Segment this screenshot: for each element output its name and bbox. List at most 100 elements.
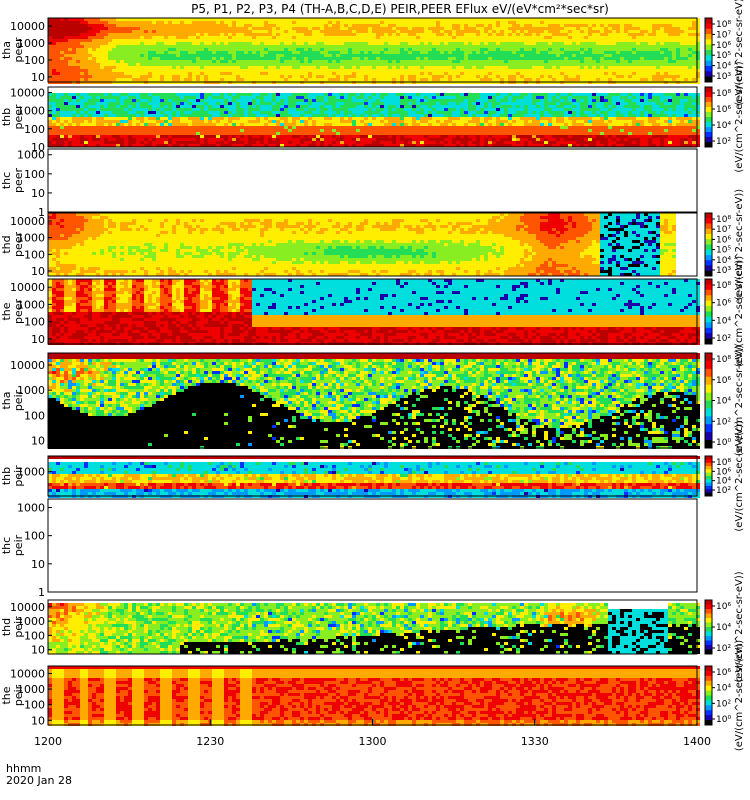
y-tick-label: 100	[24, 699, 45, 712]
colorbar-thd-peir: 10⁶ 10⁴ 10² (eV/(cm^2-sec-sr-eV))	[704, 571, 745, 683]
colorbar-tick-label: 10⁶	[716, 41, 731, 51]
y-tick-label: 10000	[10, 601, 45, 614]
y-tick-label: 1000	[17, 37, 45, 50]
y-axis-label: peer	[12, 232, 25, 258]
figure-title: P5, P1, P2, P3, P4 (TH-A,B,C,D,E) PEIR,P…	[191, 2, 609, 16]
colorbar-tick-label: 10⁴	[716, 477, 731, 487]
colorbar-tick-label: 10⁶	[716, 668, 731, 678]
y-tick-label: 10000	[10, 86, 45, 99]
colorbar-label: (eV/(cm^2-sec-sr-eV))	[734, 420, 745, 531]
date-label: 2020 Jan 28	[6, 774, 72, 787]
y-axis-label: the	[0, 686, 13, 704]
y-axis-label: peir	[12, 465, 25, 487]
colorbar-tick-label: 10⁸	[716, 458, 731, 468]
y-tick-label: 100	[24, 168, 45, 181]
colorbar-tick-label: 10⁷	[716, 30, 731, 40]
colorbar-tick-label: 10²	[716, 486, 731, 496]
colorbar-tick-label: 10²	[716, 699, 731, 709]
y-axis-label: thb	[0, 108, 13, 126]
colorbar-tick-label: 10⁸	[716, 281, 731, 291]
colorbar-tick-label: 10²	[716, 417, 731, 427]
y-tick-label: 1000	[17, 683, 45, 696]
y-axis-label: the	[0, 302, 13, 320]
y-axis-label: peer	[12, 37, 25, 63]
colorbar-label: (eV/(cm^2-sec-sr-eV))	[734, 61, 745, 172]
panel-thc-peer: 1000 100 10 1 thc peer	[0, 148, 698, 219]
colorbar-tick-label: 10³	[716, 72, 731, 82]
colorbar-tick-label: 10⁰	[716, 438, 731, 448]
y-axis-label: thd	[0, 235, 13, 253]
panel-thb-peer: 10⁸ 10⁶ 10⁴ 10² (eV/(cm^2-sec-sr-eV)) 10000 10…	[0, 61, 745, 172]
y-tick-label: 100	[24, 629, 45, 642]
y-tick-label: 10	[31, 333, 45, 346]
y-axis-label: peir	[12, 389, 25, 411]
y-tick-label: 1000	[17, 232, 45, 245]
x-tick-label: 1300	[359, 735, 387, 748]
y-axis-label: thd	[0, 618, 13, 636]
colorbar-tick-label: 10⁴	[716, 62, 731, 72]
colorbar-tick-label: 10⁴	[716, 623, 731, 633]
colorbar-tick-label: 10⁴	[716, 256, 731, 266]
colorbar-tick-label: 10⁰	[716, 715, 731, 725]
colorbar-tick-label: 10⁶	[716, 105, 731, 115]
y-tick-label: 1000	[17, 149, 45, 162]
x-tick-label: 1330	[521, 735, 549, 748]
colorbar-tick-label: 10⁶	[716, 602, 731, 612]
y-tick-label: 10000	[10, 281, 45, 294]
y-axis-label: peer	[12, 299, 25, 325]
y-tick-label: 1000	[17, 384, 45, 397]
colorbar-tick-label: 10⁴	[716, 316, 731, 326]
colorbar-label: (eV/(cm^2-sec-sr-eV))	[734, 0, 745, 106]
colorbar-label: (eV/(cm^2-sec-sr-eV))	[734, 571, 745, 682]
panel-the-peir: 10⁶ 10⁴ 10² 10⁰ (eV/(cm^2-sec-sr-eV)) 10000 10…	[0, 640, 745, 751]
y-tick-label: 100	[24, 123, 45, 136]
x-tick-label: 1230	[196, 735, 224, 748]
y-axis-label: tha	[0, 41, 13, 59]
colorbar-thb-peer: 10⁸ 10⁶ 10⁴ 10² (eV/(cm^2-sec-sr-eV))	[704, 61, 745, 173]
y-tick-label: 1000	[17, 298, 45, 311]
colorbar-label: (eV/(cm^2-sec-sr-eV))	[734, 256, 745, 367]
y-tick-label: 1	[38, 206, 45, 219]
y-tick-label: 100	[24, 530, 45, 543]
y-axis-label: peir	[12, 616, 25, 638]
colorbar-tick-label: 10⁸	[716, 20, 731, 30]
panel-tha-peir: 10⁸ 10⁶ 10⁴ 10² 10⁰ (eV/(cm^2-sec-sr-eV)) 1000…	[0, 345, 745, 456]
colorbar-tick-label: 10⁸	[716, 89, 731, 99]
colorbar-tick-label: 10⁸	[716, 215, 731, 225]
panel-the-peer: 10⁸ 10⁶ 10⁴ 10² (eV/(cm^2-sec-sr-eV)) 10000 10…	[0, 256, 745, 367]
colorbar-tick-label: 10²	[716, 334, 731, 344]
panel-thc-peir: 1000 100 10 1 thc peir	[0, 498, 698, 599]
y-tick-label: 10	[31, 187, 45, 200]
colorbar-tick-label: 10⁸	[716, 355, 731, 365]
y-tick-label: 1	[38, 586, 45, 599]
y-tick-label: 10000	[10, 667, 45, 680]
y-axis-label: peir	[12, 534, 25, 556]
y-tick-label: 10	[31, 714, 45, 727]
y-tick-label: 10000	[10, 20, 45, 33]
colorbar-tick-label: 10⁶	[716, 467, 731, 477]
colorbar-tick-label: 10²	[716, 644, 731, 654]
y-axis-label: peer	[12, 168, 25, 194]
colorbar-tick-label: 10⁶	[716, 235, 731, 245]
y-tick-label: 10	[31, 434, 45, 447]
colorbar-tick-label: 10⁴	[716, 397, 731, 407]
x-tick-label: 1200	[34, 735, 62, 748]
y-tick-label: 100	[24, 248, 45, 261]
y-tick-label: 10	[31, 141, 45, 154]
x-axis-ticks: 1200 1230 1300 1330 1400	[34, 719, 711, 748]
y-tick-label: 1000	[17, 501, 45, 514]
y-tick-label: 1000	[17, 105, 45, 118]
colorbar-label: (eV/(cm^2-sec-sr-eV))	[734, 189, 745, 300]
y-tick-label: 100	[24, 316, 45, 329]
y-axis-label: thb	[0, 467, 13, 485]
x-tick-label: 1400	[683, 735, 711, 748]
colorbar-tick-label: 10⁶	[716, 376, 731, 386]
